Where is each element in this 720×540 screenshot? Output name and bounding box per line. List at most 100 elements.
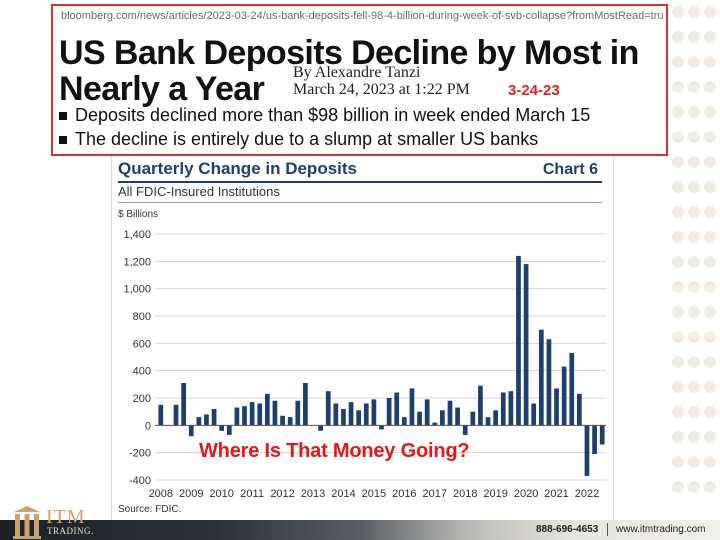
bullet-square-icon [59, 111, 67, 120]
data-bar [584, 425, 590, 476]
x-tick-label: 2022 [575, 488, 599, 500]
decorative-dot [672, 31, 684, 43]
overlay-question-text: Where Is That Money Going? [199, 440, 470, 462]
decorative-dot [672, 6, 684, 18]
decorative-dot [688, 431, 700, 443]
x-tick-label: 2011 [240, 488, 264, 500]
article-url[interactable]: bloomberg.com/news/articles/2023-03-24/u… [61, 10, 663, 22]
data-bar [318, 425, 323, 431]
data-bar [280, 415, 285, 426]
bullet-point: Deposits declined more than $98 billion … [59, 105, 590, 126]
data-bar [379, 425, 384, 430]
decorative-dot [704, 331, 716, 343]
author-name[interactable]: By Alexandre Tanzi [293, 64, 421, 81]
decorative-dot [704, 306, 716, 318]
decorative-dot-pattern [672, 6, 716, 493]
decorative-dot [688, 231, 700, 243]
data-bar [500, 392, 506, 426]
data-bar [348, 402, 354, 426]
pillar-logo-icon [13, 506, 41, 539]
decorative-dot [688, 306, 700, 318]
decorative-dot [688, 206, 700, 218]
x-tick-label: 2015 [362, 488, 386, 500]
data-bar [226, 425, 232, 435]
decorative-dot [688, 156, 700, 168]
decorative-dot [672, 381, 684, 393]
y-tick-label: 200 [133, 393, 151, 405]
data-bar [432, 422, 438, 426]
x-tick-label: 2018 [453, 488, 477, 500]
publish-timestamp: March 24, 2023 at 1:22 PM [293, 81, 470, 98]
bullet-text: The decline is entirely due to a slump a… [75, 129, 539, 149]
decorative-dot [688, 406, 700, 418]
data-bar [485, 417, 491, 426]
decorative-dot [672, 456, 684, 468]
logo-name: ITM [46, 506, 86, 528]
data-bar [173, 404, 179, 426]
decorative-dot [704, 206, 716, 218]
y-tick-label: 600 [133, 338, 151, 350]
data-bar [257, 403, 263, 426]
decorative-dot [704, 256, 716, 268]
decorative-dot [672, 231, 684, 243]
decorative-dot [688, 456, 700, 468]
decorative-dot [672, 356, 684, 368]
decorative-dot [688, 356, 700, 368]
chart-number: Chart 6 [542, 161, 598, 178]
data-bar [196, 417, 202, 426]
data-bar [386, 398, 392, 426]
data-bar [440, 410, 445, 426]
data-bar [538, 329, 544, 426]
data-bar [356, 410, 362, 426]
decorative-dot [704, 381, 716, 393]
y-tick-label: 0 [145, 420, 151, 432]
data-bar [508, 391, 514, 426]
x-tick-label: 2017 [423, 488, 447, 500]
data-bar [341, 408, 346, 426]
footer-divider [607, 523, 608, 536]
footer-phone[interactable]: 888-696-4653 [536, 524, 599, 535]
article-card: bloomberg.com/news/articles/2023-03-24/u… [51, 4, 668, 156]
data-bar [554, 388, 559, 426]
decorative-dot [672, 206, 684, 218]
y-tick-label: 1,000 [123, 284, 151, 296]
x-tick-label: 2012 [270, 488, 294, 500]
x-tick-label: 2020 [514, 488, 538, 500]
itm-trading-logo: ITM TRADING. [12, 506, 102, 540]
data-bar [424, 399, 430, 426]
decorative-dot [688, 181, 700, 193]
data-bar [325, 391, 331, 426]
decorative-dot [688, 81, 700, 93]
decorative-dot [704, 356, 716, 368]
x-tick-label: 2013 [301, 488, 325, 500]
data-bar [409, 388, 415, 426]
decorative-dot [704, 456, 716, 468]
chart-subtitle: All FDIC-Insured Institutions [118, 184, 280, 199]
data-bar [287, 417, 293, 426]
headline-line-1: US Bank Deposits Decline by Most in [59, 34, 639, 72]
data-bar [447, 400, 453, 426]
decorative-dot [672, 431, 684, 443]
decorative-dot [688, 481, 700, 493]
data-bar [234, 407, 240, 426]
deposits-chart: Quarterly Change in Deposits Chart 6 All… [111, 156, 614, 520]
data-bar [295, 400, 301, 426]
decorative-dot [688, 381, 700, 393]
chart-title: Quarterly Change in Deposits [118, 159, 357, 178]
decorative-dot [672, 281, 684, 293]
data-bar [516, 255, 521, 426]
chart-title-rule [118, 181, 602, 183]
x-tick-label: 2009 [179, 488, 203, 500]
headline-line-2: Nearly a Year [59, 70, 265, 108]
data-bar [371, 399, 377, 426]
y-tick-label: -200 [129, 448, 151, 460]
bullet-point: The decline is entirely due to a slump a… [59, 129, 538, 150]
y-tick-label: 1,200 [123, 256, 151, 268]
footer-website[interactable]: www.itmtrading.com [616, 524, 706, 535]
decorative-dot [672, 81, 684, 93]
data-bar [181, 382, 186, 426]
data-bar [523, 264, 529, 426]
y-tick-label: -400 [129, 475, 151, 487]
decorative-dot [688, 256, 700, 268]
decorative-dot [672, 406, 684, 418]
